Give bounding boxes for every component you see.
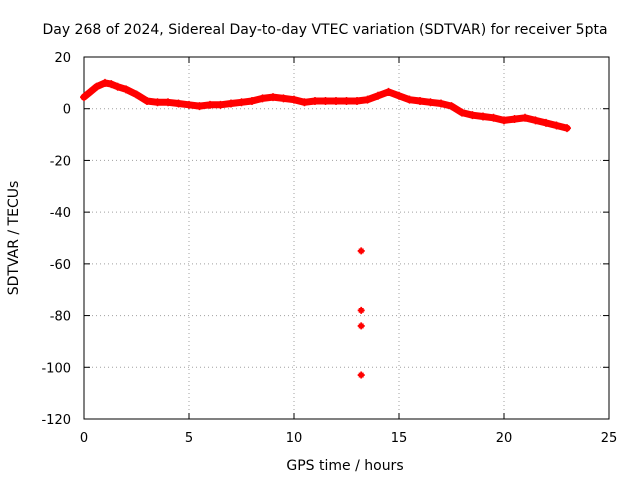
data-point — [500, 116, 508, 125]
x-tick-labels: 0 5 10 15 20 25 — [80, 431, 617, 446]
y-tick-label: -20 — [50, 154, 71, 169]
data-point — [300, 98, 309, 107]
data-point — [195, 102, 204, 111]
data-point — [185, 100, 193, 109]
data-point — [174, 99, 183, 108]
data-point — [86, 87, 95, 96]
data-point — [311, 96, 319, 105]
data-point — [416, 96, 424, 105]
x-tick-label: 5 — [185, 431, 193, 446]
data-point — [153, 98, 162, 107]
data-point — [290, 95, 298, 104]
data-point — [80, 93, 88, 102]
data-point — [395, 91, 403, 100]
outlier-point — [357, 371, 365, 379]
data-point — [258, 94, 267, 103]
y-tick-label: -100 — [41, 361, 71, 376]
data-point — [353, 96, 361, 105]
data-point — [510, 115, 519, 124]
outlier-point — [357, 322, 365, 330]
data-point — [269, 93, 277, 102]
grid — [84, 57, 609, 419]
x-tick-label: 20 — [496, 431, 513, 446]
data-point — [237, 98, 246, 107]
axis-ticks — [83, 56, 610, 420]
outlier-point — [357, 247, 365, 255]
y-tick-label: -60 — [50, 258, 71, 273]
series-main-trace — [80, 79, 571, 132]
data-point — [437, 99, 445, 108]
x-axis-label: GPS time / hours — [286, 458, 403, 474]
data-point — [531, 116, 540, 125]
data-point — [521, 113, 529, 122]
data-point — [552, 121, 561, 130]
chart-title: Day 268 of 2024, Sidereal Day-to-day VTE… — [42, 22, 607, 38]
data-point — [384, 87, 393, 96]
data-point — [321, 96, 330, 105]
data-point — [216, 100, 225, 109]
y-tick-label: 0 — [63, 103, 71, 118]
outlier-point — [357, 306, 365, 314]
data-point — [132, 90, 141, 99]
y-tick-label: 20 — [54, 51, 71, 66]
data-point — [342, 96, 351, 105]
data-point — [279, 94, 288, 103]
data-point — [101, 78, 109, 87]
y-axis-label: SDTVAR / TECUs — [6, 181, 22, 296]
data-point — [426, 98, 435, 107]
data-point — [468, 111, 477, 120]
y-tick-label: -120 — [41, 413, 71, 428]
x-tick-label: 25 — [601, 431, 618, 446]
data-point — [332, 96, 340, 105]
data-point — [563, 124, 571, 133]
data-point — [107, 80, 116, 89]
x-tick-label: 15 — [391, 431, 408, 446]
data-point — [164, 98, 172, 107]
data-point — [248, 96, 256, 105]
data-point — [92, 82, 101, 91]
y-tick-label: -40 — [50, 206, 71, 221]
data-point — [143, 96, 151, 105]
data-point — [405, 95, 414, 104]
x-tick-label: 0 — [80, 431, 88, 446]
data-point — [206, 100, 214, 109]
data-point — [363, 95, 372, 104]
data-point — [542, 118, 550, 127]
data-point — [374, 91, 382, 100]
data-point — [479, 112, 487, 121]
y-tick-label: -80 — [50, 310, 71, 325]
data-points — [80, 78, 571, 379]
data-point — [447, 102, 456, 111]
plot-frame — [83, 56, 610, 420]
x-tick-label: 10 — [286, 431, 303, 446]
data-point — [113, 82, 122, 91]
y-tick-labels: 20 0 -20 -40 -60 -80 -100 -120 — [41, 51, 71, 428]
data-point — [227, 99, 235, 108]
data-point — [458, 108, 466, 117]
data-point — [489, 113, 498, 122]
data-point — [122, 85, 130, 94]
